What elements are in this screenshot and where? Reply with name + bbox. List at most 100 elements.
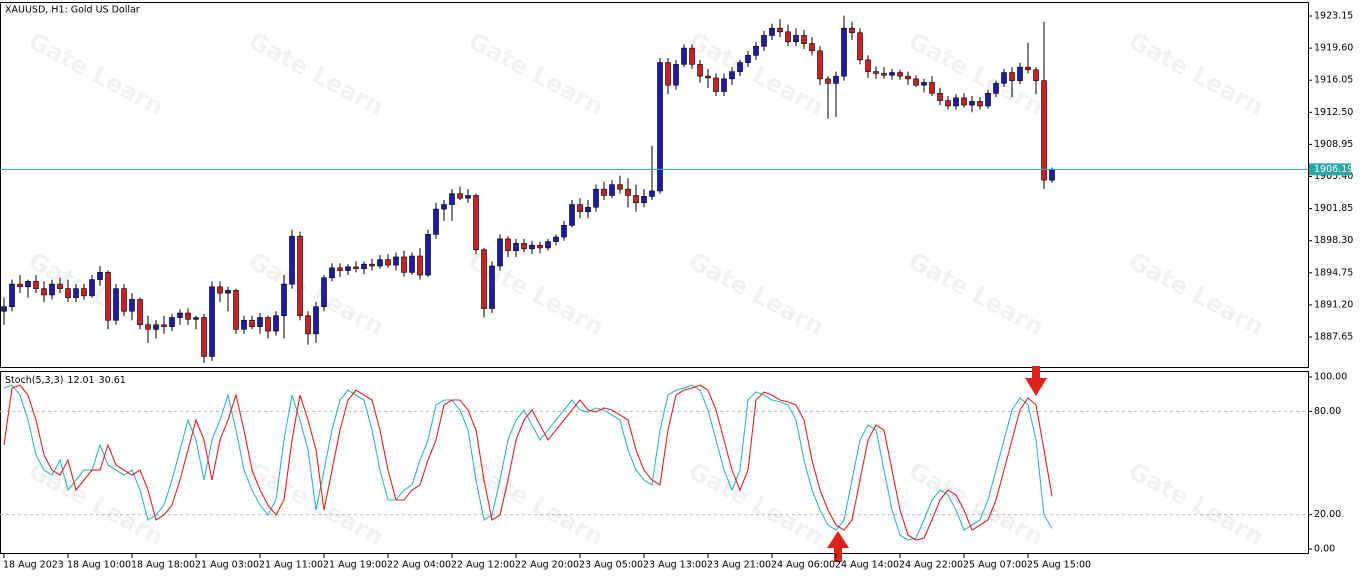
candle-body bbox=[841, 27, 847, 77]
candle-body bbox=[569, 204, 575, 226]
candle-body bbox=[889, 72, 895, 76]
candle-body bbox=[57, 283, 63, 289]
stoch-k-value: 12.01 bbox=[67, 375, 94, 386]
candle-body bbox=[681, 47, 687, 65]
candle-body bbox=[17, 283, 23, 288]
x-tick-label: 21 Aug 11:00 bbox=[259, 560, 323, 571]
candle-body bbox=[1025, 66, 1031, 71]
candle-body bbox=[481, 249, 487, 309]
candle-body bbox=[913, 78, 919, 86]
candle-body bbox=[825, 78, 831, 84]
candle-body bbox=[465, 195, 471, 199]
candle-body bbox=[225, 290, 231, 294]
candle-body bbox=[705, 75, 711, 79]
candle-body bbox=[561, 225, 567, 238]
candle-body bbox=[513, 243, 519, 251]
candle-body bbox=[33, 281, 39, 289]
stoch-header: Stoch(5,3,3) 12.01 30.61 bbox=[5, 375, 126, 386]
candle-body bbox=[41, 288, 47, 296]
candle-body bbox=[377, 259, 383, 267]
candle-body bbox=[329, 267, 335, 279]
candle-body bbox=[337, 267, 343, 271]
candle-body bbox=[289, 235, 295, 285]
x-tick-label: 21 Aug 03:00 bbox=[195, 560, 259, 571]
candle-body bbox=[433, 208, 439, 235]
candle-body bbox=[161, 324, 167, 327]
candle-body bbox=[673, 64, 679, 86]
candle-body bbox=[345, 266, 351, 271]
candle-body bbox=[97, 272, 103, 280]
candle-body bbox=[393, 256, 399, 266]
candle-body bbox=[753, 46, 759, 56]
candle-body bbox=[577, 204, 583, 213]
candle-body bbox=[185, 312, 191, 320]
candle-body bbox=[105, 272, 111, 321]
candle-body bbox=[857, 32, 863, 61]
y-tick-label: 1923.15 bbox=[1314, 11, 1353, 22]
stoch-d-value: 30.61 bbox=[99, 375, 126, 386]
candle-body bbox=[873, 71, 879, 74]
x-tick-label: 18 Aug 2023 bbox=[3, 560, 64, 571]
candle-body bbox=[177, 312, 183, 318]
candle-body bbox=[257, 317, 263, 327]
candle-body bbox=[793, 35, 799, 43]
x-tick-label: 25 Aug 07:00 bbox=[963, 560, 1027, 571]
candle-body bbox=[233, 290, 239, 330]
candle-body bbox=[241, 319, 247, 330]
current-price-label: 1906.19 bbox=[1314, 164, 1353, 175]
candle-body bbox=[497, 238, 503, 267]
candle-body bbox=[977, 101, 983, 107]
candle-body bbox=[121, 288, 127, 312]
y-tick-label: 1916.05 bbox=[1314, 75, 1353, 86]
candle-body bbox=[73, 288, 79, 298]
candle-body bbox=[689, 47, 695, 65]
y-tick-label: 1898.30 bbox=[1314, 235, 1353, 246]
candle-body bbox=[249, 319, 255, 327]
chart-title: XAUUSD, H1: Gold US Dollar bbox=[5, 5, 140, 16]
candle-body bbox=[937, 93, 943, 101]
candle-body bbox=[985, 93, 991, 107]
y-tick-label: 0.00 bbox=[1314, 544, 1335, 555]
candle-body bbox=[817, 50, 823, 80]
candle-body bbox=[401, 256, 407, 273]
candle-body bbox=[833, 75, 839, 84]
stoch-line bbox=[3, 384, 1053, 541]
candle-body bbox=[1033, 69, 1039, 81]
candle-body bbox=[601, 188, 607, 196]
annotation-arrow-up bbox=[827, 531, 849, 562]
candle-body bbox=[641, 196, 647, 204]
candle-body bbox=[305, 315, 311, 335]
candle-body bbox=[137, 299, 143, 326]
x-tick-label: 23 Aug 05:00 bbox=[579, 560, 643, 571]
candle-body bbox=[409, 255, 415, 273]
candle-body bbox=[545, 241, 551, 249]
candle-body bbox=[297, 235, 303, 317]
candle-body bbox=[905, 75, 911, 80]
candle-body bbox=[1041, 80, 1047, 181]
candle-body bbox=[849, 27, 855, 34]
candle-body bbox=[473, 195, 479, 251]
candle-body bbox=[25, 281, 31, 288]
candle-body bbox=[961, 97, 967, 106]
candle-body bbox=[1, 306, 7, 312]
candle-body bbox=[441, 204, 447, 210]
x-tick-label: 22 Aug 20:00 bbox=[515, 560, 579, 571]
candle-body bbox=[809, 43, 815, 52]
y-tick-label: 1905.40 bbox=[1314, 171, 1353, 182]
candle-body bbox=[313, 306, 319, 335]
candle-body bbox=[153, 324, 159, 330]
y-tick-label: 1901.85 bbox=[1314, 203, 1353, 214]
candle-body bbox=[145, 324, 151, 330]
x-tick-label: 24 Aug 06:00 bbox=[771, 560, 835, 571]
candle-body bbox=[65, 288, 71, 298]
candle-body bbox=[89, 279, 95, 297]
arrow-shaft bbox=[1032, 366, 1040, 378]
candle-body bbox=[729, 71, 735, 80]
candle-body bbox=[553, 236, 559, 242]
candle-body bbox=[361, 263, 367, 270]
candle-body bbox=[785, 31, 791, 43]
candle-body bbox=[49, 283, 55, 296]
x-tick-label: 25 Aug 15:00 bbox=[1027, 560, 1091, 571]
